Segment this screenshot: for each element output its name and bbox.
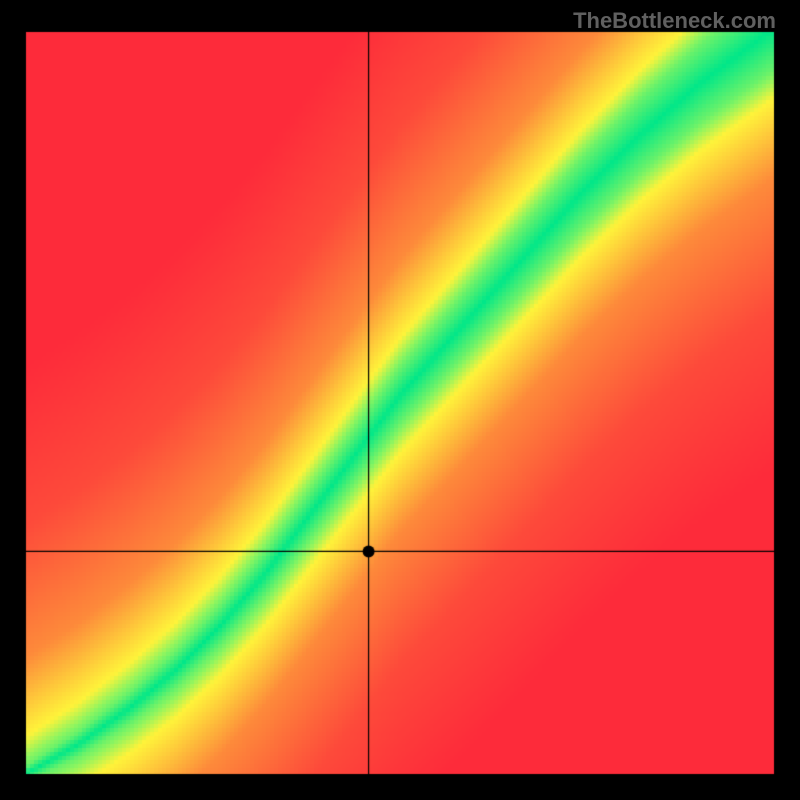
chart-container: TheBottleneck.com [0, 0, 800, 800]
bottleneck-heatmap [0, 0, 800, 800]
watermark-text: TheBottleneck.com [573, 8, 776, 34]
